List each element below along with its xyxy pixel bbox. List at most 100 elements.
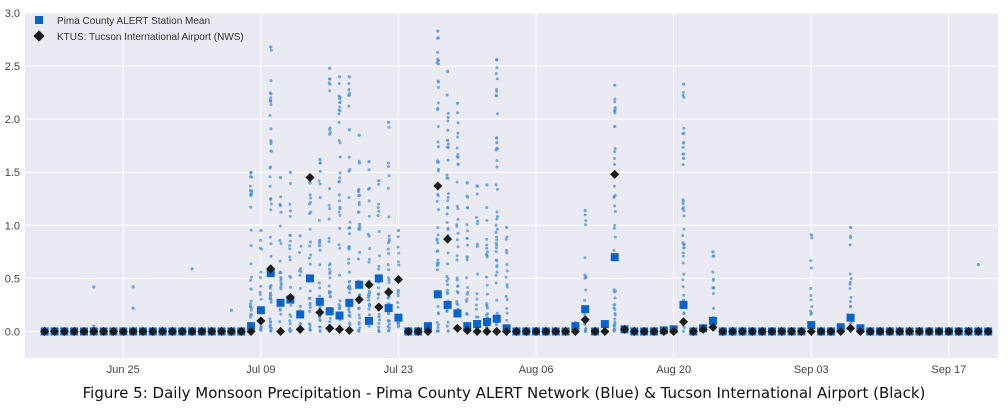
station-dot	[456, 231, 460, 235]
station-dot	[387, 174, 391, 178]
station-dot	[446, 176, 450, 180]
station-dot	[328, 128, 332, 132]
station-dot	[505, 307, 509, 311]
station-dot	[269, 300, 273, 304]
station-dot	[474, 315, 478, 319]
mean-marker	[296, 310, 305, 319]
station-dot	[279, 242, 283, 246]
station-dot	[289, 303, 293, 307]
station-dot	[308, 306, 312, 310]
station-dot	[494, 246, 498, 250]
station-dot	[436, 233, 440, 237]
station-dot	[298, 287, 302, 291]
station-dot	[367, 324, 371, 328]
station-dot	[249, 278, 253, 282]
station-dot	[495, 270, 499, 274]
station-dot	[357, 133, 361, 137]
station-dot	[445, 292, 449, 296]
station-dot	[377, 318, 381, 322]
station-dot	[436, 50, 440, 54]
station-dot	[308, 193, 312, 197]
station-dot	[437, 167, 441, 171]
station-dot	[327, 236, 331, 240]
airport-marker	[226, 326, 236, 336]
station-dot	[338, 246, 342, 250]
station-dot	[455, 299, 459, 303]
station-dot	[298, 321, 302, 325]
station-dot	[288, 233, 292, 237]
station-dot	[613, 107, 617, 111]
station-dot	[269, 96, 273, 100]
station-dot	[848, 287, 852, 291]
station-dot	[446, 158, 450, 162]
station-dot	[437, 145, 441, 149]
station-dot	[475, 222, 479, 226]
station-dot	[495, 90, 499, 94]
station-dot	[583, 256, 587, 260]
station-dot	[613, 83, 617, 87]
station-dot	[368, 247, 372, 251]
station-dot	[485, 246, 489, 250]
station-dot	[495, 159, 499, 163]
station-dot	[436, 101, 440, 105]
station-dot	[475, 192, 479, 196]
station-dot	[494, 273, 498, 277]
y-tick-label: 2.5	[5, 61, 20, 73]
station-dot	[377, 209, 381, 213]
station-dot	[337, 75, 342, 79]
airport-marker	[649, 326, 659, 336]
station-dot	[328, 291, 332, 295]
station-dot	[505, 251, 509, 255]
station-dot	[613, 156, 617, 160]
station-dot	[485, 250, 489, 254]
station-dot	[466, 285, 470, 289]
station-dot	[377, 264, 381, 268]
station-dot	[455, 223, 459, 227]
station-dot	[357, 329, 361, 333]
station-dot	[347, 195, 351, 199]
station-dot	[308, 309, 312, 313]
station-dot	[495, 58, 499, 62]
station-dot	[485, 304, 489, 308]
station-dot	[317, 218, 321, 222]
station-dot	[809, 294, 813, 298]
station-dot	[494, 71, 498, 75]
airport-marker	[816, 326, 826, 336]
station-dot	[848, 282, 852, 286]
station-dot	[299, 304, 303, 308]
station-dot	[612, 226, 616, 230]
station-dot	[269, 242, 273, 246]
station-dot	[446, 251, 450, 255]
station-dot	[377, 312, 381, 316]
station-dot	[848, 243, 852, 247]
station-dot	[268, 175, 272, 179]
x-axis: Jun 25 Jul 09 Jul 23 Aug 06 Aug 20 Sep 03 Sep …	[107, 364, 967, 376]
station-dot	[327, 203, 331, 207]
station-dot	[682, 131, 686, 135]
station-dot	[250, 190, 254, 194]
station-dot	[465, 312, 469, 316]
station-dot	[278, 203, 282, 207]
station-dot	[456, 217, 460, 221]
station-dot	[809, 312, 813, 316]
station-dot	[446, 195, 450, 199]
station-dot	[318, 248, 322, 252]
station-dot	[377, 230, 381, 234]
station-dot	[396, 235, 400, 239]
station-dot	[358, 250, 362, 254]
station-dot	[505, 318, 509, 322]
station-dot	[268, 292, 272, 296]
station-dot	[465, 181, 469, 185]
station-dot	[337, 82, 341, 86]
station-dot	[376, 286, 380, 290]
station-dot	[327, 284, 331, 288]
station-dot	[347, 155, 351, 159]
station-dot	[435, 268, 439, 272]
station-dot	[367, 307, 371, 311]
station-dot	[318, 196, 322, 200]
station-dot	[308, 196, 312, 200]
station-dot	[495, 66, 499, 70]
station-dot	[484, 313, 488, 317]
station-dot	[849, 234, 853, 238]
station-dot	[476, 219, 480, 223]
